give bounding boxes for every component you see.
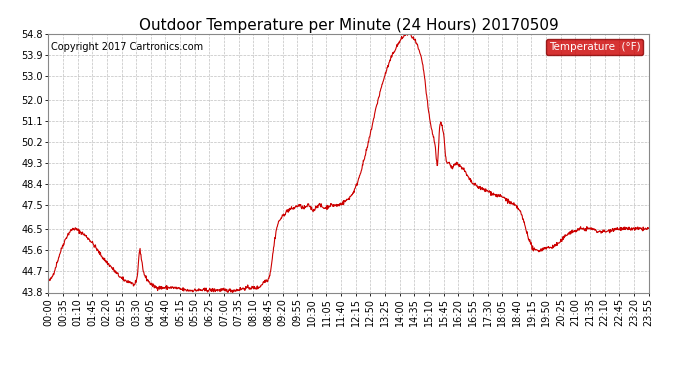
Temperature  (°F)	[574, 226, 582, 231]
Temperature  (°F)	[404, 30, 413, 34]
Temperature  (°F)	[644, 226, 653, 231]
Temperature  (°F)	[228, 290, 237, 295]
Line: Temperature  (°F): Temperature (°F)	[48, 32, 649, 292]
Temperature  (°F)	[442, 159, 451, 164]
Text: Copyright 2017 Cartronics.com: Copyright 2017 Cartronics.com	[51, 42, 204, 51]
Title: Outdoor Temperature per Minute (24 Hours) 20170509: Outdoor Temperature per Minute (24 Hours…	[139, 18, 558, 33]
Temperature  (°F)	[177, 287, 186, 292]
Temperature  (°F)	[245, 287, 253, 291]
Temperature  (°F)	[44, 278, 52, 282]
Temperature  (°F)	[521, 224, 529, 228]
Temperature  (°F)	[163, 287, 171, 292]
Legend: Temperature  (°F): Temperature (°F)	[546, 39, 643, 55]
